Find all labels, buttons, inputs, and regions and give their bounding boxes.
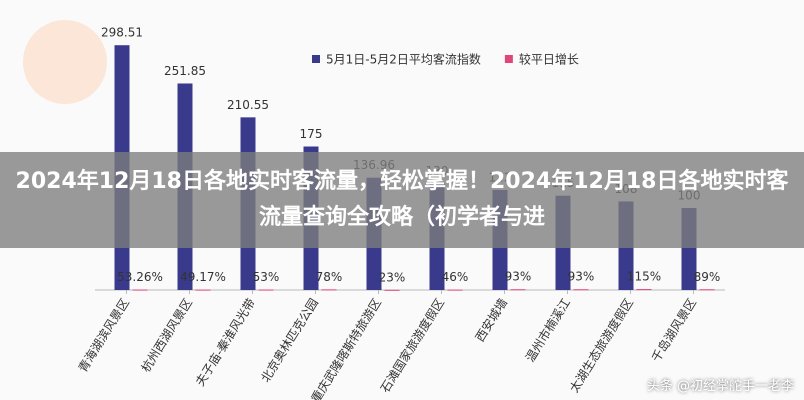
- bar: [384, 289, 400, 291]
- bar: [447, 289, 463, 291]
- bar: [258, 289, 274, 291]
- x-tick-label: 石滩国家旅游度假区: [377, 295, 447, 395]
- x-tick-label: 千岛湖风景区: [648, 295, 699, 364]
- x-tick-label: 夫子庙-秦淮风光带: [193, 296, 258, 389]
- x-tick-label: 西安城墙: [472, 295, 510, 344]
- title: 2024年12月18日各地实时客流量，轻松掌握！2024年12月18日各地实时客…: [15, 169, 789, 230]
- bar: [321, 289, 337, 291]
- data-label: 53.26%: [117, 270, 163, 284]
- title-banner: 2024年12月18日各地实时客流量，轻松掌握！2024年12月18日各地实时客…: [0, 152, 804, 248]
- data-label: 298.51: [101, 26, 143, 40]
- data-label: 46%: [442, 270, 469, 284]
- watermark: 头条 @初经掌舵手一老李: [646, 379, 794, 394]
- x-tick-label: 重庆武隆喀斯特旅游区: [308, 295, 384, 400]
- x-tick-label: 杭州西湖风景区: [138, 295, 195, 374]
- data-label: 175: [300, 127, 323, 141]
- bar: [699, 289, 715, 291]
- bar: [195, 289, 211, 291]
- data-label: 115%: [627, 270, 661, 284]
- x-tick-label: 温州市楠溪江: [522, 295, 573, 364]
- data-label: 78%: [316, 270, 343, 284]
- data-label: 210.55: [227, 98, 269, 112]
- legend-label: 5月1日-5月2日平均客流指数: [326, 52, 481, 67]
- data-label: 49.17%: [180, 270, 226, 284]
- legend-swatch: [312, 55, 320, 63]
- bar: [636, 289, 652, 291]
- legend-label: 较平日增长: [519, 52, 579, 67]
- data-label: 53%: [253, 270, 280, 284]
- data-label: 23%: [379, 270, 406, 284]
- legend-swatch: [504, 55, 513, 63]
- bar: [132, 289, 148, 291]
- data-label: 93%: [505, 270, 532, 284]
- data-label: 89%: [694, 270, 721, 284]
- bar: [510, 289, 526, 291]
- data-label: 93%: [568, 270, 595, 284]
- decoration: [23, 20, 107, 104]
- bar: [573, 289, 589, 291]
- x-tick-label: 青海湖滨风景区: [75, 295, 132, 374]
- x-tick-label: 太湖生态旅游度假区: [566, 295, 636, 395]
- data-label: 251.85: [164, 64, 206, 78]
- x-tick-label: 北京奥林匹克公园: [258, 296, 321, 385]
